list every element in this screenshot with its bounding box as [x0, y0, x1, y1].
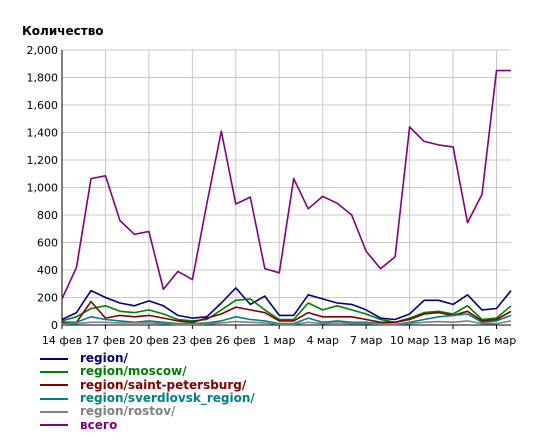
legend-swatch — [40, 410, 68, 413]
x-tick-label: 26 фев — [216, 334, 256, 347]
y-tick-label: 1,200 — [27, 154, 59, 167]
x-tick-labels: 14 фев 17 фев 20 фев 23 фев 26 фев 1 мар 4 мар… — [42, 334, 516, 347]
y-tick-label: 2,000 — [27, 44, 59, 57]
y-tick-label: 1,800 — [27, 72, 59, 85]
y-tick-label: 200 — [37, 292, 58, 305]
legend-item: region/sverdlovsk_region/ — [40, 392, 255, 405]
y-tick-labels: 0 200 400 600 800 1,000 1,200 1,400 1,600 1,800 2,… — [27, 44, 59, 332]
x-tick-label: 10 мар — [390, 334, 430, 347]
y-tick-label: 400 — [37, 264, 58, 277]
x-tick-label: 14 фев — [42, 334, 82, 347]
axes — [61, 50, 511, 329]
legend-item: region/moscow/ — [40, 365, 255, 378]
legend-item: region/ — [40, 352, 255, 365]
x-tick-label: 16 мар — [477, 334, 517, 347]
series-line — [61, 320, 512, 326]
x-tick-label: 23 фев — [172, 334, 212, 347]
legend-label: region/rostov/ — [80, 404, 176, 419]
series-line — [61, 287, 512, 321]
y-tick-label: 0 — [51, 319, 58, 332]
legend-swatch — [40, 357, 68, 360]
x-tick-label: 4 мар — [306, 334, 339, 347]
x-tick-label: 1 мар — [263, 334, 296, 347]
series-lines — [61, 69, 512, 326]
x-tick-label: 20 фев — [129, 334, 169, 347]
x-tick-label: 7 мар — [350, 334, 383, 347]
legend-label: region/saint-petersburg/ — [80, 377, 247, 392]
y-tick-label: 1,600 — [27, 99, 59, 112]
y-tick-label: 800 — [37, 209, 58, 222]
grid-lines — [61, 49, 511, 326]
y-tick-label: 1,400 — [27, 127, 59, 140]
legend: region/region/moscow/region/saint-peters… — [40, 352, 255, 432]
legend-label: region/sverdlovsk_region/ — [80, 391, 255, 406]
y-tick-label: 600 — [37, 237, 58, 250]
x-tick-label: 17 фев — [85, 334, 125, 347]
y-axis-title: Количество — [22, 24, 104, 38]
legend-item: region/saint-petersburg/ — [40, 377, 255, 392]
x-tick-label: 13 мар — [433, 334, 473, 347]
legend-swatch — [40, 397, 68, 400]
legend-label: region/ — [80, 351, 128, 366]
legend-item: region/rostov/ — [40, 405, 255, 418]
legend-item: всего — [40, 418, 255, 431]
series-line — [62, 300, 512, 324]
legend-label: всего — [80, 417, 118, 432]
legend-swatch — [40, 370, 68, 373]
legend-swatch — [40, 424, 68, 427]
series-line — [61, 69, 511, 300]
y-tick-label: 1,000 — [27, 182, 59, 195]
legend-label: region/moscow/ — [80, 364, 187, 379]
series-line — [61, 298, 512, 324]
legend-swatch — [40, 384, 68, 387]
